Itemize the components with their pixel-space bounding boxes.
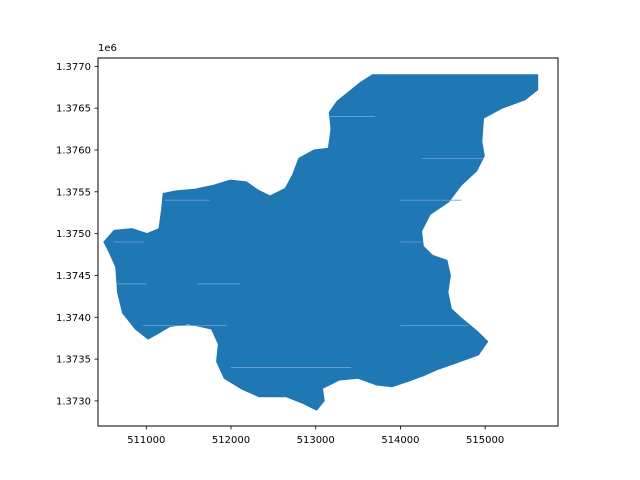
x-tick-label: 512000 — [212, 435, 250, 446]
y-tick-label: 1.3755 — [56, 187, 91, 198]
x-tick-label: 511000 — [127, 435, 165, 446]
y-tick-label: 1.3745 — [56, 271, 91, 282]
y-tick-label: 1.3740 — [56, 313, 91, 324]
y-tick-label: 1.3750 — [56, 229, 91, 240]
y-tick-label: 1.3770 — [56, 62, 91, 73]
y-tick-label: 1.3760 — [56, 146, 91, 157]
x-tick-label: 514000 — [381, 435, 419, 446]
y-tick-label: 1.3765 — [56, 104, 91, 115]
y-axis: 1.3730 1.3735 1.3740 1.3745 1.3750 1.3755 1.37… — [56, 62, 98, 407]
x-axis: 511000 512000 513000 514000 515000 — [127, 426, 504, 446]
y-tick-label: 1.3730 — [56, 396, 91, 407]
x-tick-label: 515000 — [466, 435, 504, 446]
y-offset-label: 1e6 — [98, 43, 117, 54]
y-tick-label: 1.3735 — [56, 355, 91, 366]
axes-frame — [97, 57, 559, 427]
x-tick-label: 513000 — [297, 435, 335, 446]
plot-area — [103, 74, 539, 411]
